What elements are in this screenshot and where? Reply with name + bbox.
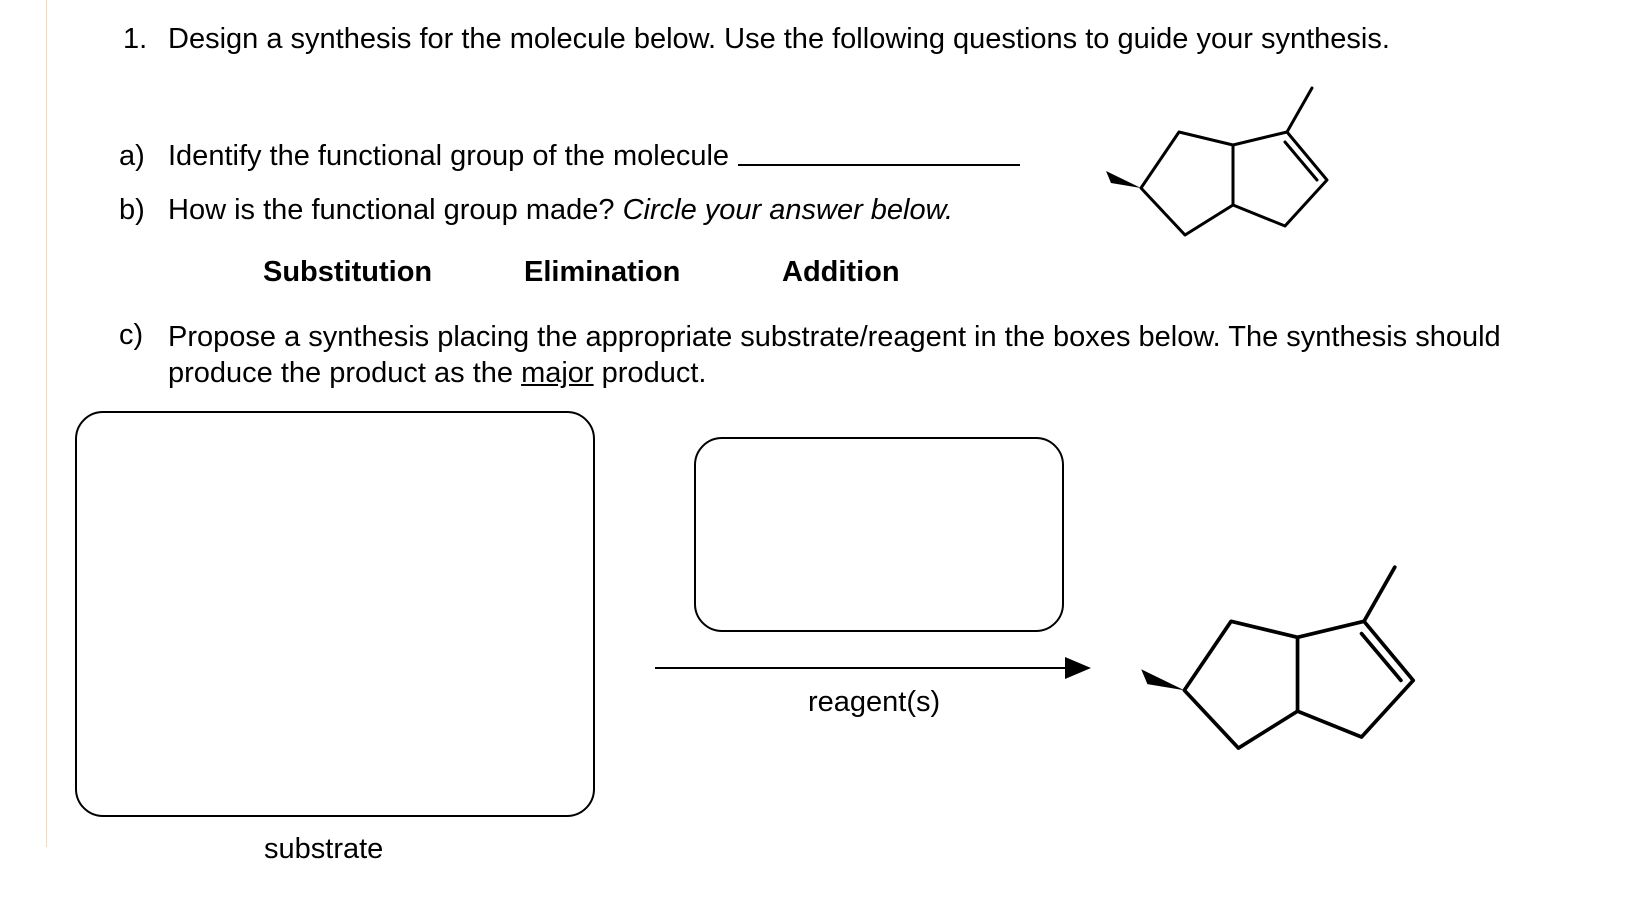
reagent-box [694,437,1064,632]
part-b-letter: b) [119,194,145,227]
left-margin-rule [46,0,47,847]
part-c-text-underlined: major [521,357,594,389]
reagents-label: reagent(s) [808,686,940,719]
part-a-text: Identify the functional group of the mol… [168,140,729,173]
option-addition: Addition [782,256,900,289]
option-substitution: Substitution [263,256,432,289]
part-b-text-plain: How is the functional group made? [168,194,623,226]
part-c-text-before: Propose a synthesis placing the appropri… [168,321,1501,389]
question-number: 1. [123,23,147,56]
part-c-text-after: product. [594,357,707,389]
reaction-arrow [655,650,1095,686]
part-c-letter: c) [119,319,143,352]
part-c-text: Propose a synthesis placing the appropri… [168,319,1538,392]
part-b-text: How is the functional group made? Circle… [168,194,953,227]
page: 1. Design a synthesis for the molecule b… [0,0,1640,915]
substrate-box [75,411,595,817]
substrate-label: substrate [264,833,383,866]
target-molecule-bottom [1140,550,1460,780]
part-a-letter: a) [119,140,145,173]
part-b-text-italic: Circle your answer below. [623,194,953,226]
part-a-blank-line [738,164,1020,166]
option-elimination: Elimination [524,256,680,289]
target-molecule-top [1105,80,1365,255]
question-prompt: Design a synthesis for the molecule belo… [168,23,1488,56]
